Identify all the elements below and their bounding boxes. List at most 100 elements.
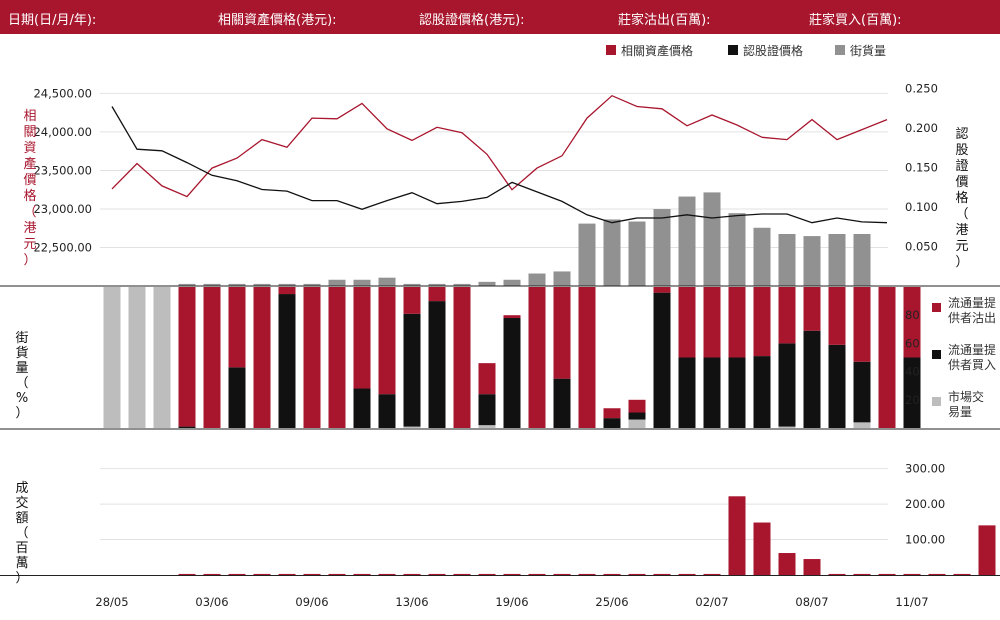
lp-sell-bar — [453, 287, 471, 428]
right-axis-title: 認股證價格（港元） — [955, 126, 968, 270]
turnover-bar — [803, 559, 821, 575]
axis-title-char: 格 — [23, 188, 36, 204]
lp-buy-bar — [828, 344, 846, 428]
lp-sell-bar — [303, 287, 321, 428]
street-quantity-bar — [653, 209, 671, 286]
street-quantity-bar — [453, 283, 471, 286]
underlying-price-line — [111, 94, 888, 198]
lp-sell-bar — [828, 287, 846, 345]
lp-sell-bar — [853, 287, 871, 362]
street-quantity-bar — [828, 234, 846, 286]
turnover-bar — [653, 573, 671, 575]
axis-title-char: 萬 — [15, 556, 28, 571]
axis-title-char: 貨 — [15, 345, 28, 361]
x-tick-label: 09/06 — [295, 595, 328, 609]
lp-buy-bar — [853, 361, 871, 423]
turnover-bar — [503, 573, 521, 575]
axis-title-char: ） — [15, 571, 28, 586]
street-quantity-bar — [603, 219, 621, 286]
x-tick-label: 25/06 — [595, 595, 628, 609]
axis-title-char: （ — [955, 207, 968, 222]
left-tick-label: 23,500.00 — [33, 163, 92, 177]
lp-sell-bar — [203, 287, 221, 428]
left-tick-label: 24,500.00 — [33, 86, 92, 100]
axis-title-char: 認 — [955, 126, 968, 142]
turnover-bar — [428, 573, 446, 575]
lp-sell-bar — [403, 287, 421, 314]
axis-title-char: 港 — [955, 223, 968, 238]
axis-title-char: 元 — [23, 237, 36, 252]
turnover-bar — [178, 573, 196, 575]
street-quantity-bar — [253, 283, 271, 286]
left-tick-label: 22,500.00 — [33, 240, 92, 254]
legend-swatch — [932, 350, 941, 359]
lp-sell-bar — [628, 399, 646, 413]
share-tick-label: 60 — [905, 336, 920, 350]
lp-sell-bar — [778, 287, 796, 344]
axis-title-char: 格 — [955, 190, 968, 206]
axis-title-char: 證 — [955, 158, 968, 174]
right-tick-label: 0.050 — [905, 239, 938, 253]
axes: 22,500.00 23,000.00 23,500.00 24,000.00 24,5… — [0, 81, 1000, 609]
legend-label: 街貨量 — [850, 43, 886, 58]
lp-sell-bar — [603, 408, 621, 419]
turnover-bar — [253, 573, 271, 575]
date-label: 日期(日/月/年): — [8, 13, 97, 28]
axis-title-char: （ — [15, 376, 28, 391]
legend-swatch — [932, 397, 941, 406]
x-tick-label: 03/06 — [195, 595, 228, 609]
lp-buy-bar — [778, 343, 796, 427]
street-quantity-bar — [628, 221, 646, 286]
warrant-price-label: 認股證價格(港元): — [419, 13, 525, 28]
axis-title-char: 價 — [23, 173, 36, 188]
lp-buy-bar — [753, 356, 771, 428]
lp-sell-bar — [703, 287, 721, 358]
turnover-bar — [928, 573, 946, 575]
lp-sell-bar — [353, 287, 371, 389]
street-quantity-bar — [328, 279, 346, 286]
lp-buy-bar — [403, 313, 421, 427]
turnover-bar — [828, 573, 846, 575]
share-axis-title: 街貨量（%） — [15, 331, 28, 421]
market-maker-sell-label: 莊家沽出(百萬): — [618, 13, 711, 28]
turnover-bar — [553, 573, 571, 575]
lp-buy-bar — [278, 294, 296, 428]
turnover-bar — [278, 573, 296, 575]
lp-sell-bar — [878, 287, 896, 428]
x-tick-label: 11/07 — [895, 595, 928, 609]
turnover-bar — [303, 573, 321, 575]
legend-label: 相關資產價格 — [621, 43, 693, 58]
turnover-bar — [778, 553, 796, 575]
street-quantity-bar — [278, 283, 296, 286]
axis-title-char: ） — [23, 253, 36, 268]
axis-title-char: （ — [15, 526, 28, 541]
street-quantity-bar — [378, 277, 396, 286]
axis-title-char: % — [16, 391, 28, 406]
series-lines — [111, 94, 888, 224]
axis-title-char: 相 — [23, 109, 36, 124]
axis-title-char: 價 — [955, 175, 968, 190]
lp-sell-bar — [328, 287, 346, 428]
legend-swatch — [932, 303, 941, 312]
street-quantity-bar — [178, 283, 196, 286]
lp-sell-bar — [728, 287, 746, 358]
x-tick-label: 28/05 — [95, 595, 128, 609]
volume-tick-label: 200.00 — [905, 497, 945, 511]
lp-buy-bar — [553, 378, 571, 428]
left-tick-label: 24,000.00 — [33, 125, 92, 139]
lp-sell-bar — [678, 287, 696, 358]
lp-buy-bar — [603, 418, 621, 428]
axis-title-char: 街 — [15, 331, 28, 346]
lp-sell-bar — [653, 287, 671, 293]
lp-buy-bar — [803, 330, 821, 428]
legend-swatch — [728, 45, 738, 55]
turnover-bar — [578, 573, 596, 575]
market-volume-bar — [628, 419, 646, 428]
market-volume-bar — [103, 287, 121, 428]
turnover-bar — [628, 573, 646, 575]
x-tick-label: 02/07 — [695, 595, 728, 609]
lp-sell-bar — [903, 287, 921, 358]
